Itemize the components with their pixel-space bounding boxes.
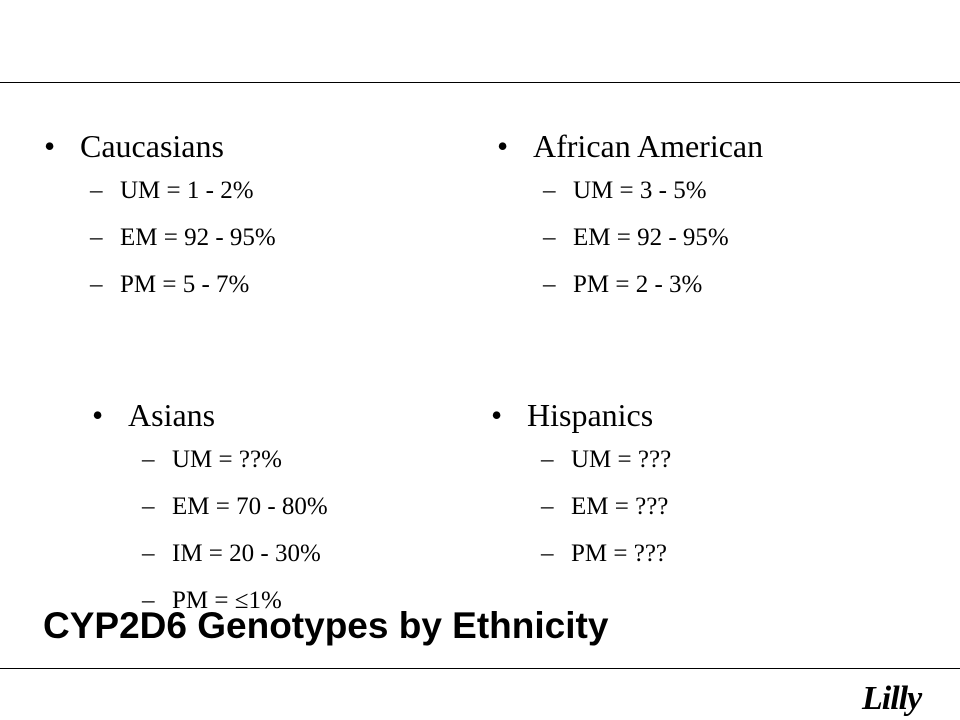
slide-title: CYP2D6 Genotypes by Ethnicity xyxy=(43,605,609,646)
top-divider xyxy=(0,82,960,83)
bullet-icon: • xyxy=(491,397,503,433)
bottom-divider xyxy=(0,668,960,669)
item-text: IM = 20 - 30% xyxy=(172,540,321,567)
bullet-icon: • xyxy=(44,128,56,164)
dash-icon: – xyxy=(543,271,556,298)
bullet-icon: • xyxy=(92,397,104,433)
item-text: UM = ??% xyxy=(172,446,282,473)
item-text: PM = 2 - 3% xyxy=(573,271,703,298)
dash-icon: – xyxy=(543,177,556,204)
dash-icon: – xyxy=(142,540,155,567)
dash-icon: – xyxy=(142,587,155,614)
dash-icon: – xyxy=(142,446,155,473)
heading-text: Caucasians xyxy=(80,128,224,164)
dash-icon: – xyxy=(541,540,554,567)
heading-text: African American xyxy=(533,128,764,164)
dash-icon: – xyxy=(142,493,155,520)
item-text: UM = 3 - 5% xyxy=(573,177,707,204)
dash-icon: – xyxy=(90,224,103,251)
item-text: EM = 92 - 95% xyxy=(573,224,729,251)
item-text: UM = ??? xyxy=(571,446,672,473)
item-text: PM = ??? xyxy=(571,540,668,567)
dash-icon: – xyxy=(541,493,554,520)
item-text: EM = 70 - 80% xyxy=(172,493,328,520)
heading-text: Asians xyxy=(128,397,216,433)
item-text: PM = 5 - 7% xyxy=(120,271,250,298)
lilly-logo: Lilly xyxy=(862,680,922,717)
dash-icon: – xyxy=(90,177,103,204)
bullet-icon: • xyxy=(497,128,509,164)
dash-icon: – xyxy=(90,271,103,298)
heading-text: Hispanics xyxy=(527,397,654,433)
item-text: EM = 92 - 95% xyxy=(120,224,276,251)
dash-icon: – xyxy=(543,224,556,251)
item-text: PM = ≤1% xyxy=(172,587,282,614)
item-text: UM = 1 - 2% xyxy=(120,177,254,204)
dash-icon: – xyxy=(541,446,554,473)
item-text: EM = ??? xyxy=(571,493,669,520)
